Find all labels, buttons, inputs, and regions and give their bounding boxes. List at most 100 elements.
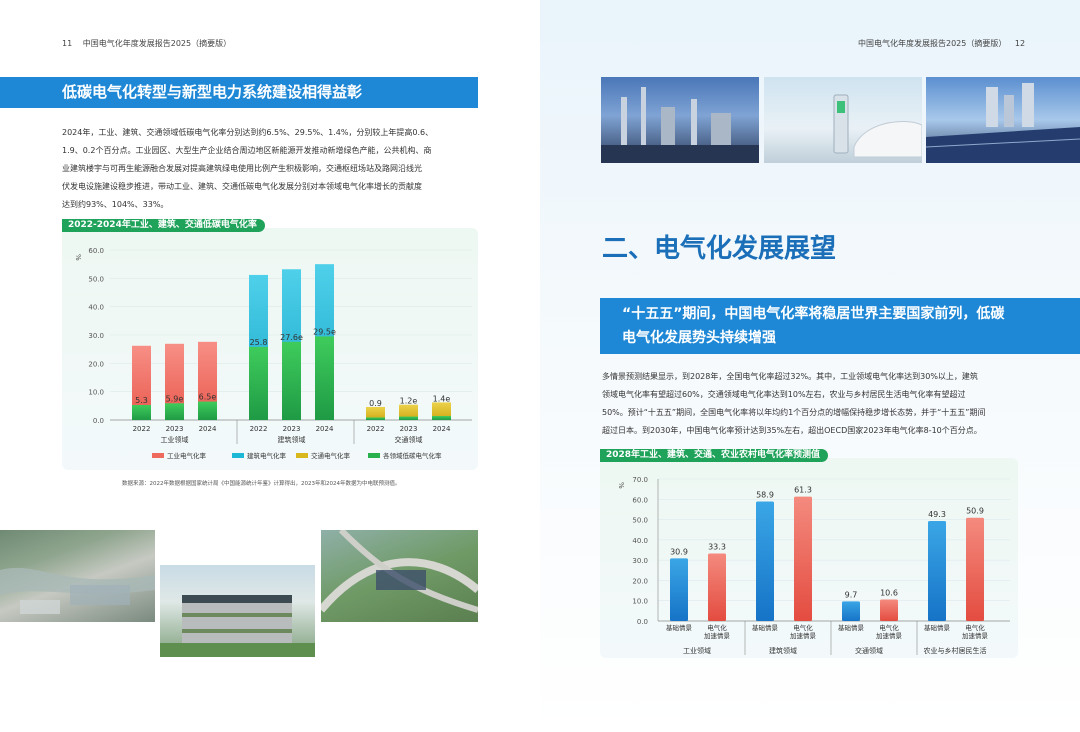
left-header-title: 中国电气化年度发展报告2025（摘要版） [82, 39, 232, 48]
y-tick-label: 10.0 [88, 389, 104, 397]
right-header-title: 中国电气化年度发展报告2025（摘要版） [858, 39, 1007, 48]
scenario-label: 基础情景 [752, 623, 779, 632]
y-tick-label: 60.0 [88, 247, 104, 255]
bar-low-carbon [249, 346, 268, 420]
bar-total [198, 341, 217, 420]
y-tick-label: 70.0 [632, 476, 648, 484]
group-label: 建筑领域 [769, 646, 797, 655]
left-section-banner: 低碳电气化转型与新型电力系统建设相得益彰 [0, 77, 478, 108]
left-paragraph: 2024年，工业、建筑、交通领域低碳电气化率分别达到约6.5%、29.5%、1.… [62, 124, 482, 214]
scenario-label: 基础情景 [838, 623, 865, 632]
bar-low-carbon [432, 416, 451, 420]
y-tick-label: 0.0 [637, 618, 648, 626]
scenario-label: 电气化 [793, 623, 813, 632]
section-title: 二、电气化发展展望 [602, 234, 837, 264]
left-page: 11 中国电气化年度发展报告2025（摘要版） 低碳电气化转型与新型电力系统建设… [0, 39, 482, 657]
y-axis-label: % [74, 254, 82, 261]
left-chart-background [62, 228, 478, 470]
scenario-label: 电气化 [879, 623, 899, 632]
bar-low-carbon [399, 416, 418, 420]
legend-swatch [152, 453, 164, 458]
data-label: 58.9 [756, 491, 774, 500]
bar-total [432, 402, 451, 420]
industrial-park-photo [0, 530, 155, 622]
left-source-note: 数据来源：2022年数据根据国家统计局《中国能源统计年鉴》计算得出，2023年和… [122, 481, 401, 487]
y-tick-label: 40.0 [632, 537, 648, 545]
data-label: 27.6e [280, 333, 303, 342]
right-header: 中国电气化年度发展报告2025（摘要版） 12 [858, 38, 1025, 49]
x-tick-label: 2022 [367, 425, 385, 433]
paragraph-line: 业建筑楼宇与可再生能源融合发展对提高建筑绿电使用比例产生积极影响，交通枢纽场站及… [62, 164, 422, 173]
bar-total [132, 345, 151, 420]
solar-city-photo [926, 77, 1080, 163]
group-label: 交通领域 [855, 646, 883, 655]
group-label: 工业领域 [161, 435, 189, 444]
bar-baseline-scenario [756, 501, 774, 621]
y-tick-label: 20.0 [88, 360, 104, 368]
paragraph-line: 2024年，工业、建筑、交通领域低碳电气化率分别达到约6.5%、29.5%、1.… [62, 128, 434, 137]
scenario-label: 基础情景 [924, 623, 951, 632]
legend-swatch [232, 453, 244, 458]
paragraph-line: 多情景预测结果显示，到2028年，全国电气化率超过32%。其中，工业领域电气化率… [602, 372, 978, 381]
bar-baseline-scenario [928, 520, 946, 621]
x-tick-label: 2024 [316, 425, 334, 433]
scenario-label: 加速情景 [790, 631, 817, 640]
y-tick-label: 50.0 [88, 275, 104, 283]
data-label: 29.5e [313, 327, 336, 336]
paragraph-line: 50%。预计“十五五”期间，全国电气化率将以年均约1个百分点的增幅保持稳步增长态… [602, 408, 986, 417]
x-tick-label: 2022 [250, 425, 268, 433]
banner-line: 电气化发展势头持续增强 [622, 330, 776, 346]
bar-low-carbon [165, 403, 184, 420]
data-label: 25.8 [250, 338, 268, 347]
data-label: 30.9 [670, 547, 688, 556]
data-label: 1.4e [433, 394, 451, 403]
scenario-label: 电气化 [965, 623, 985, 632]
right-paragraph: 多情景预测结果显示，到2028年，全国电气化率超过32%。其中，工业领域电气化率… [602, 368, 1042, 440]
electrification-forecast-chart: % 0.0 10.0 20.0 30.0 40.0 50.0 60.0 70.0 30.9 基础情景… [617, 476, 1010, 655]
refinery-photo [601, 77, 759, 163]
right-section-banner: “十五五”期间，中国电气化率将稳居世界主要国家前列，低碳 电气化发展势头持续增强 [600, 298, 1080, 354]
highway-solar-photo [321, 530, 478, 622]
scenario-label: 加速情景 [876, 631, 903, 640]
x-tick-label: 2024 [433, 425, 451, 433]
y-tick-label: 40.0 [88, 304, 104, 312]
green-building-photo [160, 565, 315, 657]
bar-accelerated-scenario [708, 553, 726, 621]
left-chart-tag: 2022-2024年工业、建筑、交通低碳电气化率 [62, 219, 265, 232]
group-label: 建筑领域 [278, 435, 306, 444]
paragraph-line: 超过日本。到2030年，中国电气化率预计达到35%左右，超出OECD国家2023… [602, 426, 982, 435]
bar-accelerated-scenario [880, 599, 898, 621]
data-label: 0.9 [369, 399, 382, 408]
data-label: 5.3 [135, 396, 148, 405]
bar-baseline-scenario [842, 601, 860, 621]
group-label: 工业领域 [683, 646, 711, 655]
scenario-label: 电气化 [707, 623, 727, 632]
group-label: 交通领域 [395, 435, 423, 444]
x-tick-label: 2023 [166, 425, 184, 433]
bar-total [165, 343, 184, 420]
right-chart-tag: 2028年工业、建筑、交通、农业农村电气化率预测值 [600, 449, 829, 462]
data-label: 1.2e [400, 397, 418, 406]
x-tick-label: 2022 [133, 425, 151, 433]
legend-swatch [296, 453, 308, 458]
legend-label: 建筑电气化率 [247, 451, 287, 460]
x-tick-label: 2023 [283, 425, 301, 433]
scenario-label: 加速情景 [704, 631, 731, 640]
paragraph-line: 达到约93%、104%、33%。 [62, 200, 169, 209]
data-label: 6.5e [199, 393, 217, 402]
bar-accelerated-scenario [794, 496, 812, 621]
y-tick-label: 10.0 [632, 598, 648, 606]
bar-low-carbon [366, 417, 385, 420]
y-tick-label: 0.0 [93, 417, 104, 425]
ev-charging-photo [764, 77, 922, 163]
bar-low-carbon [282, 341, 301, 420]
legend-label: 各领域低碳电气化率 [383, 451, 442, 460]
bar-baseline-scenario [670, 558, 688, 621]
low-carbon-electrification-chart: % 0.0 10.0 20.0 30.0 40.0 50.0 60.0 5.3 2022 5.9e 2… [74, 247, 472, 460]
data-label: 50.9 [966, 507, 984, 516]
y-tick-label: 20.0 [632, 577, 648, 585]
data-label: 5.9e [166, 394, 184, 403]
data-label: 10.6 [880, 588, 898, 597]
y-axis-label: % [617, 482, 625, 489]
right-page-number: 12 [1014, 39, 1026, 48]
